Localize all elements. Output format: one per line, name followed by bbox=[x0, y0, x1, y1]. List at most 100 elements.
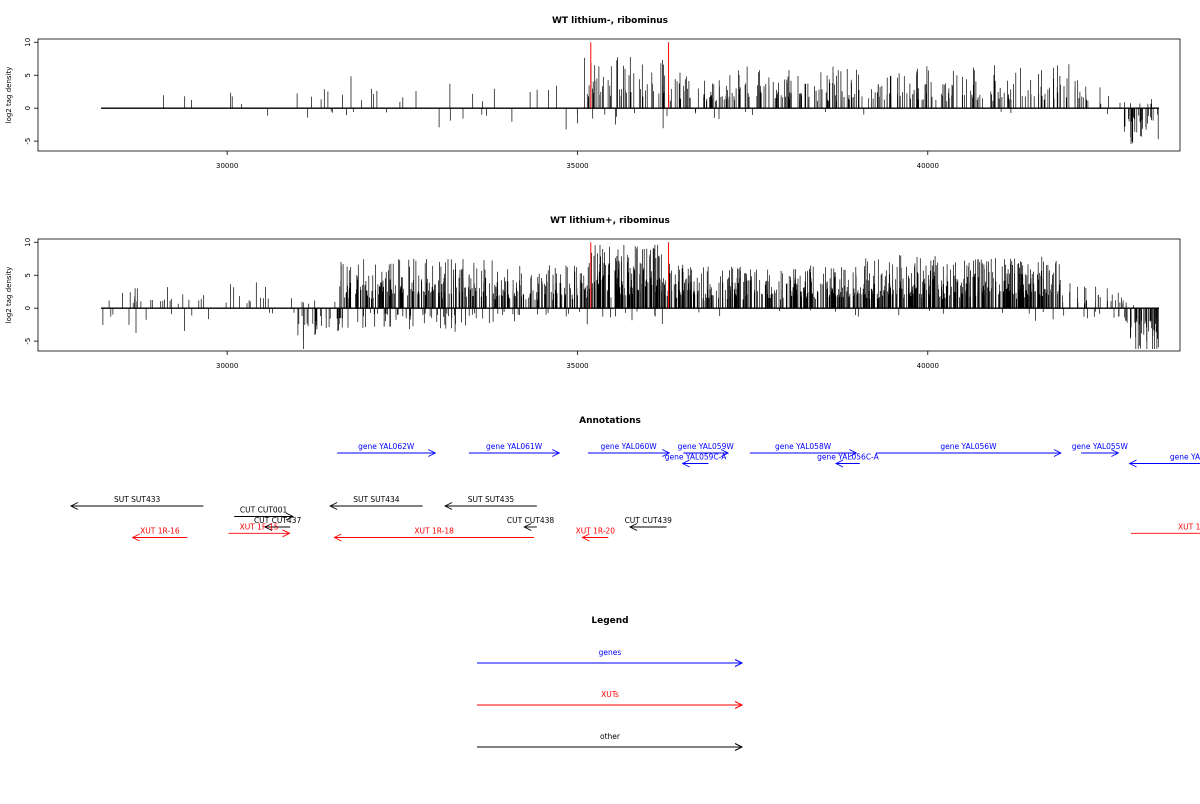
legend-entry-xuts: XUTs bbox=[477, 690, 744, 709]
x-tick-label: 35000 bbox=[566, 362, 588, 370]
y-tick-label: 10 bbox=[24, 238, 32, 247]
y-axis-label: log2 tag density bbox=[5, 67, 13, 124]
feature-gene-yal060w: gene YAL060W bbox=[587, 442, 671, 457]
legend-entry-genes: genes bbox=[477, 648, 744, 667]
feature-gene-yal059w: gene YAL059W bbox=[678, 442, 735, 457]
y-tick-label: 0 bbox=[24, 106, 32, 110]
feature-sut-sut434: SUT SUT434 bbox=[329, 495, 423, 510]
feature-arrow-head bbox=[681, 459, 690, 468]
feature-xut-1r-20: XUT 1R-20 bbox=[576, 527, 616, 542]
y-tick-label: -5 bbox=[24, 138, 32, 145]
feature-gene-yal056c-a: gene YAL056C-A bbox=[817, 453, 880, 468]
legend-entry-other: other bbox=[477, 732, 744, 751]
feature-label: gene YAL058W bbox=[775, 442, 832, 451]
feature-xut-1r-18: XUT 1R-18 bbox=[333, 527, 535, 542]
legend-entries: genes XUTs other bbox=[477, 648, 744, 751]
feature-label: gene YAL059W bbox=[678, 442, 735, 451]
feature-xut-1f-21: XUT 1F-21 bbox=[1130, 522, 1200, 534]
feature-label: gene YAL059C-A bbox=[665, 453, 728, 462]
feature-cut-cut439: CUT CUT439 bbox=[625, 516, 673, 531]
feature-arrow-head bbox=[523, 523, 532, 531]
feature-gene-yal059c-a: gene YAL059C-A bbox=[665, 453, 728, 468]
feature-arrow-head bbox=[662, 449, 671, 457]
density-bar-series bbox=[102, 244, 1159, 349]
feature-label: XUT 1R-16 bbox=[140, 527, 180, 536]
feature-gene-yal055w: gene YAL055W bbox=[1072, 442, 1129, 457]
feature-arrows: gene YAL062W gene YAL061W gene YAL060W gene… bbox=[69, 442, 1200, 542]
y-tick-label: 0 bbox=[24, 306, 32, 310]
feature-label: SUT SUT434 bbox=[353, 495, 400, 504]
x-tick-label: 35000 bbox=[566, 162, 588, 170]
axes: -5 0 5 10 30000 35000 40000 bbox=[24, 238, 939, 370]
annotations-title: Annotations bbox=[579, 416, 641, 426]
feature-arrow-head bbox=[849, 449, 858, 457]
annotation-track: Annotations gene YAL062W gene YAL061W gene… bbox=[69, 416, 1200, 542]
y-axis-label: log2 tag density bbox=[5, 267, 13, 324]
feature-arrow-head bbox=[444, 502, 453, 510]
feature-arrow-head bbox=[1128, 459, 1137, 468]
marker-lines bbox=[590, 242, 670, 309]
feature-label: gene YAL061W bbox=[486, 442, 543, 451]
feature-label: CUT CUT438 bbox=[507, 516, 555, 525]
y-tick-label: 10 bbox=[24, 38, 32, 47]
feature-arrow-head bbox=[263, 523, 273, 531]
feature-arrow-head bbox=[720, 449, 730, 457]
marker-lines bbox=[590, 42, 670, 109]
feature-arrow-head bbox=[333, 533, 342, 542]
feature-arrow-head bbox=[552, 449, 561, 457]
feature-label: CUT CUT437 bbox=[254, 516, 302, 525]
density-bars bbox=[101, 57, 1159, 145]
legend-arrow-head bbox=[734, 701, 744, 709]
feature-arrow-head bbox=[1111, 449, 1120, 457]
feature-arrow-head bbox=[131, 533, 140, 542]
feature-xut-1f-15: XUT 1F-15 bbox=[228, 522, 291, 538]
feature-label: gene YAL054C bbox=[1170, 453, 1200, 462]
feature-label: CUT CUT001 bbox=[240, 506, 288, 515]
feature-label: XUT 1R-18 bbox=[414, 527, 454, 536]
feature-arrow-head bbox=[581, 533, 590, 542]
feature-arrow-head bbox=[1053, 449, 1062, 457]
feature-gene-yal062w: gene YAL062W bbox=[337, 442, 437, 457]
panel-title: WT lithium+, ribominus bbox=[550, 216, 670, 226]
feature-gene-yal058w: gene YAL058W bbox=[749, 442, 858, 457]
feature-cut-cut437: CUT CUT437 bbox=[254, 516, 302, 531]
x-tick-label: 40000 bbox=[917, 162, 939, 170]
y-tick-label: -5 bbox=[24, 338, 32, 345]
plot-frame bbox=[37, 238, 1181, 352]
axes: -5 0 5 10 30000 35000 40000 bbox=[24, 38, 939, 170]
feature-xut-1r-16: XUT 1R-16 bbox=[131, 527, 188, 542]
feature-arrow-head bbox=[428, 449, 437, 457]
feature-arrow-head bbox=[329, 502, 338, 510]
y-tick-label: 5 bbox=[24, 73, 32, 77]
feature-arrow-head bbox=[629, 523, 638, 531]
legend: Legend genes XUTs other bbox=[477, 616, 744, 751]
feature-label: XUT 1F-21 bbox=[1178, 522, 1200, 531]
legend-arrow-head bbox=[734, 659, 744, 667]
feature-label: SUT SUT435 bbox=[468, 495, 515, 504]
density-bars bbox=[101, 244, 1159, 349]
feature-gene-yal056w: gene YAL056W bbox=[875, 442, 1062, 457]
y-tick-label: 5 bbox=[24, 273, 32, 277]
feature-label: gene YAL056W bbox=[940, 442, 997, 451]
feature-label: XUT 1R-20 bbox=[576, 527, 616, 536]
plot-frame bbox=[37, 38, 1181, 152]
feature-arrow-head bbox=[69, 502, 79, 510]
feature-label: gene YAL056C-A bbox=[817, 453, 880, 462]
feature-label: XUT 1F-15 bbox=[240, 522, 279, 531]
feature-sut-sut433: SUT SUT433 bbox=[69, 495, 204, 510]
x-tick-label: 40000 bbox=[917, 362, 939, 370]
feature-gene-yal061w: gene YAL061W bbox=[468, 442, 561, 457]
feature-cut-cut001: CUT CUT001 bbox=[234, 506, 295, 521]
feature-label: gene YAL055W bbox=[1072, 442, 1129, 451]
density-panel-lithium-minus: WT lithium-, ribominus log2 tag density … bbox=[5, 16, 1181, 170]
legend-label: other bbox=[600, 732, 621, 741]
feature-label: CUT CUT439 bbox=[625, 516, 673, 525]
x-tick-label: 30000 bbox=[216, 162, 238, 170]
feature-gene-yal054c: gene YAL054C bbox=[1128, 453, 1200, 468]
feature-arrow-head bbox=[834, 459, 844, 468]
legend-arrow-head bbox=[734, 743, 744, 751]
x-tick-label: 30000 bbox=[216, 362, 238, 370]
legend-label: XUTs bbox=[601, 690, 619, 699]
feature-cut-cut438: CUT CUT438 bbox=[507, 516, 555, 531]
